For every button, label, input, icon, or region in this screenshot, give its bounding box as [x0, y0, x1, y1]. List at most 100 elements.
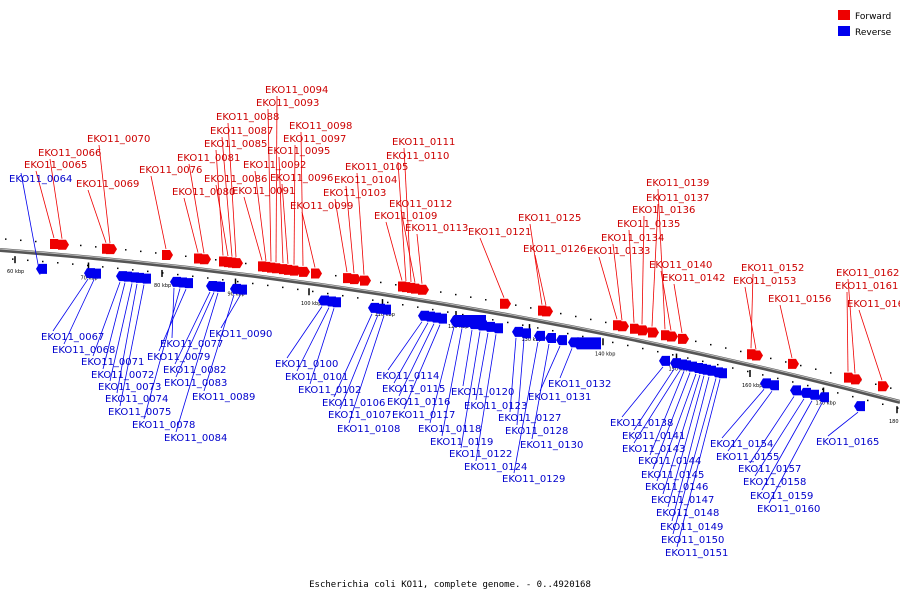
reverse-gene-label[interactable]: EKO11_0131 [528, 392, 591, 403]
reverse-gene-label[interactable]: EKO11_0106 [322, 398, 385, 409]
reverse-gene-label[interactable]: EKO11_0127 [498, 413, 561, 424]
forward-gene-label[interactable]: EKO11_0104 [334, 175, 397, 186]
reverse-gene-arrow[interactable] [330, 297, 341, 308]
reverse-gene-label[interactable]: EKO11_0077 [160, 339, 223, 350]
reverse-gene-label[interactable]: EKO11_0072 [91, 370, 154, 381]
reverse-gene-label[interactable]: EKO11_0101 [285, 372, 348, 383]
reverse-gene-label[interactable]: EKO11_0067 [41, 332, 104, 343]
forward-gene-label[interactable]: EKO11_0103 [323, 188, 386, 199]
forward-gene-arrow[interactable] [290, 265, 301, 276]
reverse-gene-label[interactable]: EKO11_0157 [738, 464, 801, 475]
forward-gene-label[interactable]: EKO11_0156 [768, 294, 831, 305]
forward-gene-arrow[interactable] [648, 327, 659, 338]
forward-gene-label[interactable]: EKO11_0112 [389, 199, 452, 210]
reverse-gene-arrow[interactable] [808, 389, 819, 400]
forward-gene-arrow[interactable] [418, 284, 429, 295]
forward-gene-label[interactable]: EKO11_0140 [649, 260, 712, 271]
reverse-gene-label[interactable]: EKO11_0073 [98, 382, 161, 393]
reverse-gene-label[interactable]: EKO11_0071 [81, 357, 144, 368]
forward-gene-label[interactable]: EKO11_0094 [265, 85, 328, 96]
reverse-gene-arrow[interactable] [760, 378, 771, 389]
reverse-gene-label[interactable]: EKO11_0079 [147, 352, 210, 363]
reverse-gene-arrow[interactable] [534, 330, 545, 341]
reverse-gene-label[interactable]: EKO11_0120 [451, 387, 514, 398]
forward-gene-label[interactable]: EKO11_0139 [646, 178, 709, 189]
forward-gene-label[interactable]: EKO11_0105 [345, 162, 408, 173]
reverse-gene-label[interactable]: EKO11_0150 [661, 535, 724, 546]
forward-gene-label[interactable]: EKO11_0137 [646, 193, 709, 204]
forward-gene-label[interactable]: EKO11_0135 [617, 219, 680, 230]
forward-gene-arrow[interactable] [500, 298, 511, 309]
reverse-gene-label[interactable]: EKO11_0148 [656, 508, 719, 519]
forward-gene-label[interactable]: EKO11_0066 [38, 148, 101, 159]
reverse-gene-arrow[interactable] [492, 323, 503, 334]
forward-gene-label[interactable]: EKO11_0095 [267, 146, 330, 157]
reverse-gene-label[interactable]: EKO11_0116 [387, 397, 450, 408]
reverse-gene-label[interactable]: EKO11_0082 [163, 365, 226, 376]
reverse-gene-label[interactable]: EKO11_0102 [298, 385, 361, 396]
reverse-gene-label[interactable]: EKO11_0084 [164, 433, 227, 444]
forward-gene-label[interactable]: EKO11_0093 [256, 98, 319, 109]
reverse-gene-label[interactable]: EKO11_0165 [816, 437, 879, 448]
reverse-gene-label[interactable]: EKO11_0114 [376, 371, 439, 382]
forward-gene-arrow[interactable] [106, 244, 117, 255]
reverse-gene-label[interactable]: EKO11_0124 [464, 462, 527, 473]
forward-gene-label[interactable]: EKO11_0162 [836, 268, 899, 279]
reverse-gene-arrow[interactable] [573, 337, 601, 350]
forward-gene-arrow[interactable] [678, 333, 689, 344]
reverse-gene-arrow[interactable] [800, 387, 811, 398]
forward-gene-arrow[interactable] [360, 275, 371, 286]
reverse-gene-arrow[interactable] [854, 401, 865, 412]
reverse-gene-label[interactable]: EKO11_0141 [622, 431, 685, 442]
reverse-gene-label[interactable]: EKO11_0064 [9, 174, 72, 185]
reverse-gene-label[interactable]: EKO11_0107 [328, 410, 391, 421]
forward-gene-label[interactable]: EKO11_0113 [405, 223, 468, 234]
forward-gene-label[interactable]: EKO11_0081 [177, 153, 240, 164]
reverse-gene-label[interactable]: EKO11_0151 [665, 548, 728, 559]
forward-gene-label[interactable]: EKO11_0097 [283, 134, 346, 145]
forward-gene-arrow[interactable] [200, 254, 211, 265]
reverse-gene-arrow[interactable] [182, 278, 193, 289]
forward-gene-label[interactable]: EKO11_0109 [374, 211, 437, 222]
reverse-gene-arrow[interactable] [380, 304, 391, 315]
reverse-gene-arrow[interactable] [436, 313, 447, 324]
forward-gene-arrow[interactable] [752, 350, 763, 361]
forward-gene-arrow[interactable] [542, 306, 553, 317]
forward-gene-arrow[interactable] [667, 331, 678, 342]
reverse-gene-label[interactable]: EKO11_0100 [275, 359, 338, 370]
reverse-gene-arrow[interactable] [512, 326, 523, 337]
reverse-gene-arrow[interactable] [818, 392, 829, 403]
forward-gene-label[interactable]: EKO11_0088 [216, 112, 279, 123]
reverse-gene-arrow[interactable] [659, 355, 670, 366]
reverse-gene-arrow[interactable] [90, 268, 101, 279]
forward-gene-arrow[interactable] [299, 266, 310, 277]
forward-gene-arrow[interactable] [232, 258, 243, 269]
reverse-gene-label[interactable]: EKO11_0145 [641, 470, 704, 481]
reverse-gene-label[interactable]: EKO11_0154 [710, 439, 773, 450]
forward-gene-label[interactable]: EKO11_0080 [172, 187, 235, 198]
reverse-gene-label[interactable]: EKO11_0078 [132, 420, 195, 431]
reverse-gene-arrow[interactable] [214, 281, 225, 292]
forward-gene-arrow[interactable] [58, 239, 69, 250]
reverse-gene-arrow[interactable] [790, 385, 801, 396]
forward-gene-label[interactable]: EKO11_0125 [518, 213, 581, 224]
reverse-gene-label[interactable]: EKO11_0147 [651, 495, 714, 506]
reverse-gene-label[interactable]: EKO11_0074 [105, 394, 168, 405]
forward-gene-label[interactable]: EKO11_0087 [210, 126, 273, 137]
forward-gene-arrow[interactable] [311, 268, 322, 279]
forward-gene-label[interactable]: EKO11_0136 [632, 205, 695, 216]
reverse-gene-label[interactable]: EKO11_0129 [502, 474, 565, 485]
reverse-gene-label[interactable]: EKO11_0149 [660, 522, 723, 533]
reverse-gene-arrow[interactable] [768, 380, 779, 391]
forward-gene-label[interactable]: EKO11_0163 [847, 299, 900, 310]
forward-gene-label[interactable]: EKO11_0098 [289, 121, 352, 132]
reverse-gene-arrow[interactable] [545, 332, 556, 343]
reverse-gene-label[interactable]: EKO11_0158 [743, 477, 806, 488]
reverse-gene-arrow[interactable] [140, 273, 151, 284]
forward-gene-label[interactable]: EKO11_0161 [835, 281, 898, 292]
reverse-gene-label[interactable]: EKO11_0090 [209, 329, 272, 340]
forward-gene-arrow[interactable] [350, 274, 361, 285]
forward-gene-label[interactable]: EKO11_0152 [741, 263, 804, 274]
forward-gene-arrow[interactable] [851, 374, 862, 385]
reverse-gene-arrow[interactable] [236, 284, 247, 295]
